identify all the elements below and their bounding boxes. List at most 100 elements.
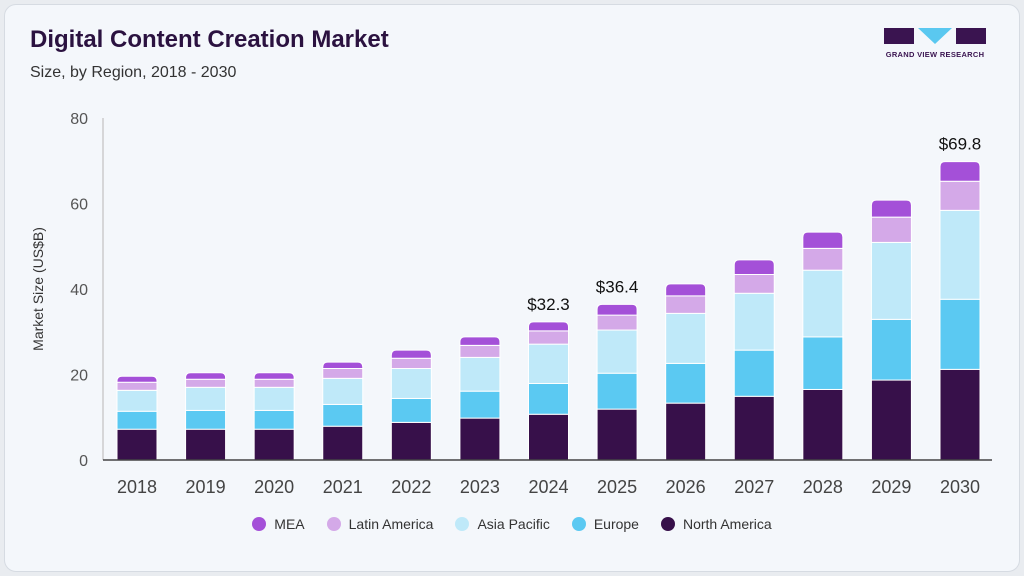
bar-segment-north-america [253,428,295,461]
bar-segment-asia-pacific [390,368,432,399]
bar-segment-europe [733,349,775,397]
bar-segment-mea [116,375,158,383]
legend-swatch-icon [571,517,586,531]
bar-segment-latin-america [870,216,912,243]
y-tick-label: 0 [79,453,88,470]
bar-segment-asia-pacific [253,386,295,411]
legend: MEA Latin America Asia Pacific Europe North … [0,516,1024,532]
bar-segment-latin-america [116,381,158,391]
legend-label: North America [682,516,772,532]
bar-segment-latin-america [733,273,775,294]
bar-segment-europe [459,390,501,419]
bar-segment-mea [322,361,364,370]
bar-segment-mea [528,321,569,332]
x-tick-label: 2025 [597,477,637,497]
legend-item: North America [660,516,772,532]
y-tick-label: 40 [70,282,88,299]
x-tick-label: 2027 [734,477,774,497]
bar-segment-asia-pacific [939,209,981,300]
bar-segment-asia-pacific [116,389,158,412]
bar-segment-europe [185,409,227,430]
legend-label: Europe [593,516,639,532]
x-tick-label: 2021 [323,477,363,497]
bar-segment-latin-america [253,378,295,388]
chart-title: Digital Content Creation Market [30,26,389,53]
bar-segment-north-america [596,408,638,461]
bar-segment-mea [390,349,432,359]
bar-segment-mea [939,161,981,182]
bar-segment-europe [390,397,432,423]
bar-segment-north-america [870,379,912,461]
x-tick-label: 2023 [460,477,500,497]
bar-segment-europe [939,298,981,370]
bar-segment-mea [665,283,707,297]
bar-segment-mea [802,231,844,249]
bar-segment-north-america [733,395,775,461]
bar-segment-mea [733,259,775,275]
y-tick-label: 80 [70,111,88,128]
bar-segment-latin-america [322,368,364,379]
legend-item: Latin America [326,516,434,532]
x-tick-label: 2030 [940,477,980,497]
bar-segment-asia-pacific [528,343,569,384]
svg-text:GRAND VIEW RESEARCH: GRAND VIEW RESEARCH [886,50,985,59]
bar-segment-latin-america [665,295,707,314]
x-tick-label: 2019 [186,477,226,497]
bar-segment-asia-pacific [802,269,844,338]
bar-segment-europe [322,403,364,427]
bar-segment-mea [870,199,912,218]
bar-segment-north-america [459,417,501,461]
x-tick-label: 2020 [254,477,294,497]
legend-item: Europe [571,516,639,532]
bar-segment-latin-america [939,180,981,211]
bar-segment-north-america [939,368,981,461]
bar-segment-europe [802,336,844,390]
x-tick-label: 2026 [666,477,706,497]
bar-segment-north-america [665,402,707,461]
bar-segment-asia-pacific [665,312,707,364]
bar-segment-north-america [390,421,432,461]
bar-segment-north-america [802,388,844,461]
legend-item: Asia Pacific [455,516,550,532]
total-data-label: $36.4 [596,277,639,296]
bar-segment-north-america [116,428,158,461]
bar-segment-europe [253,409,295,430]
bar-segment-north-america [185,428,227,461]
grand-view-research-logo: GRAND VIEW RESEARCH [884,28,986,59]
bar-segment-europe [528,382,569,415]
bar-segment-asia-pacific [459,356,501,392]
chart-subtitle: Size, by Region, 2018 - 2030 [30,64,237,81]
bar-segment-latin-america [528,330,569,345]
bar-segment-europe [665,362,707,404]
bar-segment-latin-america [596,314,638,331]
bar-segment-asia-pacific [322,377,364,405]
legend-swatch-icon [455,517,470,531]
total-data-label: $32.3 [527,295,570,314]
bar-segment-latin-america [802,247,844,271]
bar-segment-europe [596,372,638,410]
y-tick-label: 20 [70,368,88,385]
bar-segment-latin-america [459,344,501,358]
y-axis-label: Market Size (US$B) [30,227,46,351]
bar-segment-mea [253,372,295,380]
x-tick-label: 2024 [528,477,568,497]
legend-swatch-icon [660,517,675,531]
bar-segment-asia-pacific [596,329,638,374]
x-tick-label: 2029 [871,477,911,497]
bar-segment-asia-pacific [185,386,227,411]
total-data-label: $69.8 [939,135,982,154]
y-tick-label: 60 [70,197,88,214]
legend-label: Asia Pacific [477,516,550,532]
legend-label: MEA [274,516,305,532]
bar-segment-mea [185,372,227,380]
bar-segment-asia-pacific [733,292,775,351]
legend-swatch-icon [326,517,341,531]
bar-segment-europe [116,410,158,430]
bar-segment-north-america [322,425,364,461]
bar-segment-europe [870,318,912,381]
legend-label: Latin America [348,516,434,532]
bar-segment-asia-pacific [870,241,912,320]
x-tick-label: 2018 [117,477,157,497]
legend-item: MEA [252,516,305,532]
